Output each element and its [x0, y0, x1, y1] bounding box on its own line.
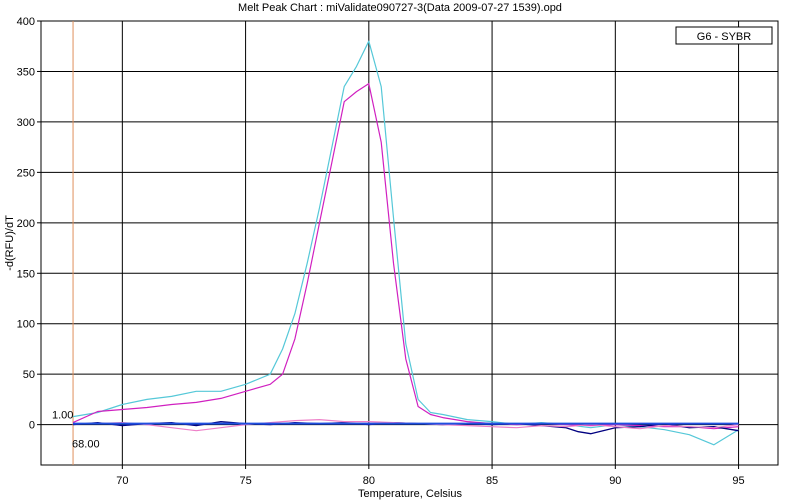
marker-x-label: 68.00: [72, 439, 100, 451]
y-tick-label: 350: [17, 66, 35, 78]
y-tick-label: 300: [17, 117, 35, 129]
y-tick-label: 250: [17, 167, 35, 179]
series-line-1: [72, 40, 739, 446]
x-tick-label: 95: [732, 475, 744, 487]
y-tick-label: 150: [17, 268, 35, 280]
x-tick-label: 85: [486, 475, 498, 487]
threshold-marker: 1.00 68.00: [52, 21, 100, 465]
x-tick-label: 80: [363, 475, 375, 487]
y-tick-label: 0: [29, 420, 35, 432]
x-axis-ticks: 70 75 80 85 90 95: [116, 465, 745, 487]
plot-area: [40, 20, 779, 466]
y-tick-label: 400: [17, 16, 35, 28]
x-axis-label: Temperature, Celsius: [358, 488, 462, 500]
y-tick-label: 50: [23, 369, 35, 381]
legend-label: G6 - SYBR: [697, 31, 751, 43]
legend-frame: [675, 26, 773, 45]
y-tick-label: 100: [17, 319, 35, 331]
x-tick-label: 70: [116, 475, 128, 487]
y-axis-ticks: 0 50 100 150 200 250 300 350 400: [17, 16, 41, 432]
series-lines: [72, 40, 739, 446]
chart-title: Melt Peak Chart : miValidate090727-3(Dat…: [238, 2, 562, 14]
threshold-label: 1.00: [52, 410, 73, 422]
y-axis-label: -d(RFU)/dT: [4, 215, 16, 271]
legend: G6 - SYBR: [675, 26, 773, 45]
y-tick-label: 200: [17, 218, 35, 230]
x-tick-label: 90: [609, 475, 621, 487]
x-tick-label: 75: [239, 475, 251, 487]
